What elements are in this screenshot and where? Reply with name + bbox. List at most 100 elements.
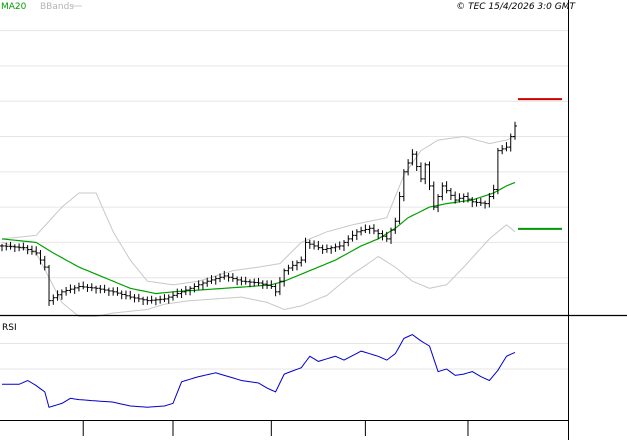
price-bar bbox=[94, 285, 99, 294]
price-bar bbox=[4, 242, 9, 251]
price-bar bbox=[282, 268, 287, 287]
price-bar bbox=[171, 291, 175, 301]
price-bar bbox=[55, 290, 60, 301]
price-bar bbox=[491, 184, 496, 200]
price-bar bbox=[230, 273, 235, 282]
price-bar bbox=[149, 295, 154, 304]
price-bar bbox=[98, 285, 103, 294]
price-bar bbox=[256, 277, 261, 286]
price-bar bbox=[81, 281, 86, 290]
rsi-line bbox=[2, 334, 516, 408]
price-bar bbox=[29, 245, 34, 255]
price-bar bbox=[89, 283, 94, 292]
price-bar bbox=[179, 288, 184, 299]
price-bar bbox=[401, 169, 406, 202]
copyright-label: © TEC 15/4/2026 3:0 GMT bbox=[456, 2, 576, 12]
price-bar bbox=[384, 231, 389, 242]
price-bar bbox=[290, 260, 295, 271]
price-bar bbox=[478, 197, 483, 206]
price-bar bbox=[247, 279, 252, 288]
price-bar bbox=[153, 297, 158, 306]
price-bar bbox=[346, 235, 351, 247]
price-bar bbox=[380, 230, 385, 241]
price-bar bbox=[329, 245, 334, 254]
price-bar bbox=[350, 230, 355, 242]
price-bar bbox=[337, 241, 342, 250]
price-bar bbox=[461, 193, 466, 203]
price-bar bbox=[393, 217, 398, 234]
price-bar bbox=[500, 145, 505, 155]
price-bar bbox=[85, 283, 90, 292]
price-levels bbox=[518, 98, 562, 230]
price-bar bbox=[376, 228, 381, 239]
price-bars bbox=[0, 121, 517, 306]
price-bar bbox=[136, 293, 141, 303]
price-bar bbox=[21, 242, 26, 251]
price-bar bbox=[286, 264, 291, 275]
price-bar bbox=[436, 194, 441, 213]
price-bar bbox=[68, 284, 73, 294]
price-bar bbox=[410, 149, 415, 166]
price-bar bbox=[47, 265, 52, 306]
bollinger-bands bbox=[1, 135, 516, 317]
price-bar bbox=[444, 181, 449, 194]
price-bar bbox=[316, 240, 321, 251]
price-bar bbox=[119, 290, 124, 300]
price-bar bbox=[72, 285, 77, 294]
price-bar bbox=[363, 224, 368, 234]
price-bar bbox=[371, 224, 376, 235]
price-bar bbox=[354, 229, 359, 241]
price-bar bbox=[299, 256, 304, 267]
rsi-series bbox=[2, 334, 516, 408]
price-bar bbox=[243, 276, 248, 285]
price-bar bbox=[414, 151, 419, 171]
price-bar bbox=[324, 244, 329, 253]
price-bar bbox=[367, 225, 372, 234]
price-bar bbox=[427, 161, 432, 191]
price-bar bbox=[132, 294, 137, 303]
price-bar bbox=[111, 287, 116, 296]
price-bar bbox=[504, 142, 509, 152]
legend-ma20: MA20 bbox=[1, 2, 27, 12]
price-bar bbox=[235, 276, 240, 286]
price-bar bbox=[260, 280, 265, 289]
price-bar bbox=[239, 276, 244, 286]
price-bar bbox=[252, 278, 257, 287]
price-bar bbox=[453, 191, 458, 204]
price-bar bbox=[418, 162, 423, 183]
price-bar bbox=[273, 283, 278, 297]
price-bar bbox=[277, 277, 282, 296]
price-bar bbox=[213, 275, 218, 285]
price-bar bbox=[183, 285, 188, 296]
price-bar bbox=[470, 197, 475, 208]
price-bar bbox=[265, 280, 270, 289]
rsi-title: RSI bbox=[2, 323, 17, 333]
price-bar bbox=[389, 227, 394, 244]
price-bar bbox=[64, 286, 69, 296]
price-bar bbox=[406, 159, 411, 176]
price-bar bbox=[158, 295, 163, 304]
price-bar bbox=[440, 182, 445, 201]
price-bar bbox=[218, 273, 223, 283]
price-bar bbox=[294, 260, 299, 271]
ma20-line bbox=[1, 181, 516, 295]
price-bar bbox=[513, 121, 517, 140]
price-bar bbox=[175, 288, 180, 298]
price-bar bbox=[320, 244, 325, 254]
price-bar bbox=[423, 162, 428, 185]
price-bar bbox=[166, 294, 171, 304]
price-bar bbox=[307, 239, 312, 249]
price-bar bbox=[226, 272, 231, 282]
price-bar bbox=[76, 282, 81, 292]
bband-upper bbox=[1, 135, 516, 286]
price-bar bbox=[196, 280, 201, 290]
price-bar bbox=[209, 275, 214, 284]
price-bar bbox=[200, 280, 205, 290]
price-bar bbox=[312, 240, 317, 250]
price-bar bbox=[115, 287, 120, 296]
price-bar bbox=[205, 277, 210, 287]
grid bbox=[0, 30, 568, 370]
price-bar bbox=[145, 296, 150, 305]
price-bar bbox=[162, 294, 167, 303]
